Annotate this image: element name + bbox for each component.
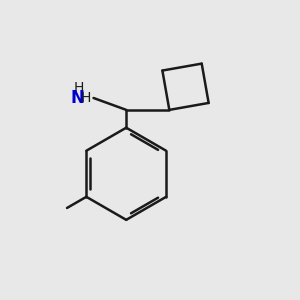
Text: N: N xyxy=(70,89,84,107)
Text: H: H xyxy=(81,91,91,105)
Text: H: H xyxy=(74,82,84,95)
